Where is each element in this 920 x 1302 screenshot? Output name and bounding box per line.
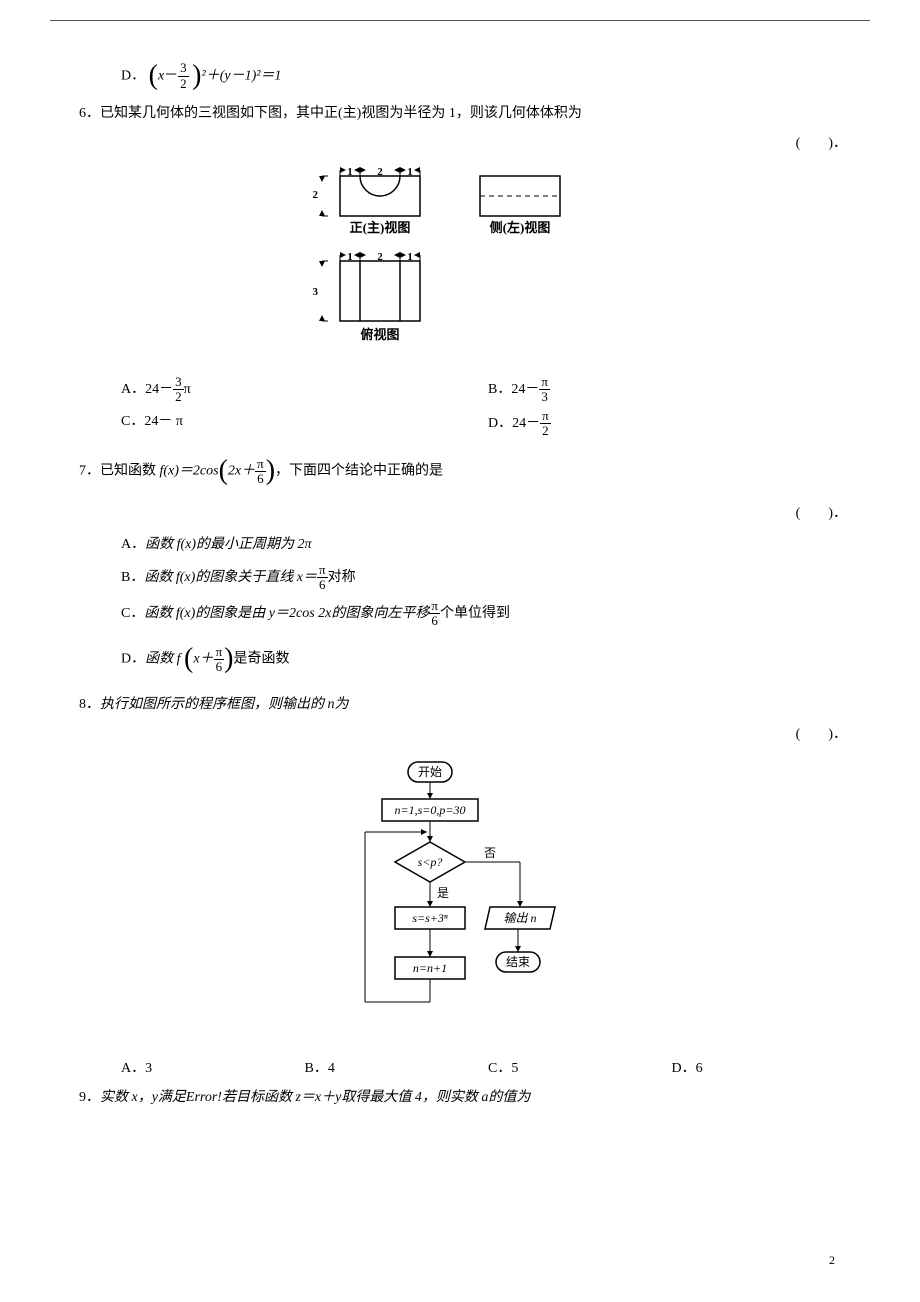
svg-text:n=n+1: n=n+1 <box>413 961 447 975</box>
svg-text:n=1,s=0,p=30: n=1,s=0,p=30 <box>395 803 466 817</box>
q7-option-a: A．函数 f(x)的最小正周期为 2π <box>65 532 855 557</box>
q6-option-b: B．24－π3 <box>488 375 855 405</box>
question-number: 6． <box>79 106 100 121</box>
q5-option-d: D． (x－32 )²＋(y－1)²＝1 <box>65 51 855 101</box>
q8-option-a: A．3 <box>121 1056 305 1081</box>
q6-stem: 6．已知某几何体的三视图如下图，其中正(主)视图为半径为 1，则该几何体体积为 <box>65 101 855 126</box>
svg-text:是: 是 <box>437 886 449 900</box>
q6-option-c: C．24－ π <box>121 409 488 439</box>
side-view: 侧(左)视图 <box>480 176 560 235</box>
top-view: 1 2 1 3 俯视图 <box>313 251 421 342</box>
svg-text:2: 2 <box>313 189 319 201</box>
q6-options-row1: A．24－32π B．24－π3 <box>65 375 855 405</box>
q6-option-a: A．24－32π <box>121 375 488 405</box>
fraction: 32 <box>178 61 189 91</box>
q6-answer-paren: ( )． <box>65 131 855 156</box>
q8-option-b: B．4 <box>305 1056 489 1081</box>
svg-text:俯视图: 俯视图 <box>360 327 399 342</box>
q7-option-d: D．函数 f (x＋π6)是奇函数 <box>65 634 855 684</box>
svg-text:输出 n: 输出 n <box>503 911 536 925</box>
q7-option-c: C．函数 f(x)的图象是由 y＝2cos 2x的图象向左平移π6个单位得到 <box>65 599 855 629</box>
option-label: D． <box>121 68 145 83</box>
svg-text:开始: 开始 <box>418 765 442 779</box>
svg-text:否: 否 <box>484 846 496 860</box>
svg-text:s=s+3ⁿ: s=s+3ⁿ <box>412 911 448 925</box>
q7-stem: 7．已知函数 f(x)＝2cos(2x＋π6)，下面四个结论中正确的是 <box>65 446 855 496</box>
q8-answer-paren: ( )． <box>65 722 855 747</box>
svg-text:3: 3 <box>313 286 319 298</box>
svg-text:s<p?: s<p? <box>418 855 443 869</box>
svg-text:结束: 结束 <box>506 955 530 969</box>
q7-answer-paren: ( )． <box>65 501 855 526</box>
q6-options-row2: C．24－ π D．24－π2 <box>65 409 855 439</box>
page-number: 2 <box>829 1250 835 1272</box>
q6-option-d: D．24－π2 <box>488 409 855 439</box>
q7-option-b: B．函数 f(x)的图象关于直线 x＝π6对称 <box>65 563 855 593</box>
q8-flowchart: 开始 n=1,s=0,p=30 s<p? 否 是 s=s+3ⁿ 输出 n 结束 … <box>65 757 855 1046</box>
question-text: 已知某几何体的三视图如下图，其中正(主)视图为半径为 1，则该几何体体积为 <box>100 106 582 121</box>
q8-stem: 8．执行如图所示的程序框图，则输出的 n为 <box>65 692 855 717</box>
q6-figure: 1 2 1 2 正(主)视图 侧(左)视图 <box>65 166 855 365</box>
q8-option-d: D．6 <box>672 1056 856 1081</box>
q8-options: A．3 B．4 C．5 D．6 <box>65 1056 855 1081</box>
front-view: 1 2 1 2 正(主)视图 <box>313 166 421 235</box>
svg-text:侧(左)视图: 侧(左)视图 <box>490 220 551 235</box>
q9-stem: 9．实数 x，y满足Error!若目标函数 z＝x＋y取得最大值 4，则实数 a… <box>65 1085 855 1110</box>
svg-text:正(主)视图: 正(主)视图 <box>350 220 411 235</box>
q8-option-c: C．5 <box>488 1056 672 1081</box>
